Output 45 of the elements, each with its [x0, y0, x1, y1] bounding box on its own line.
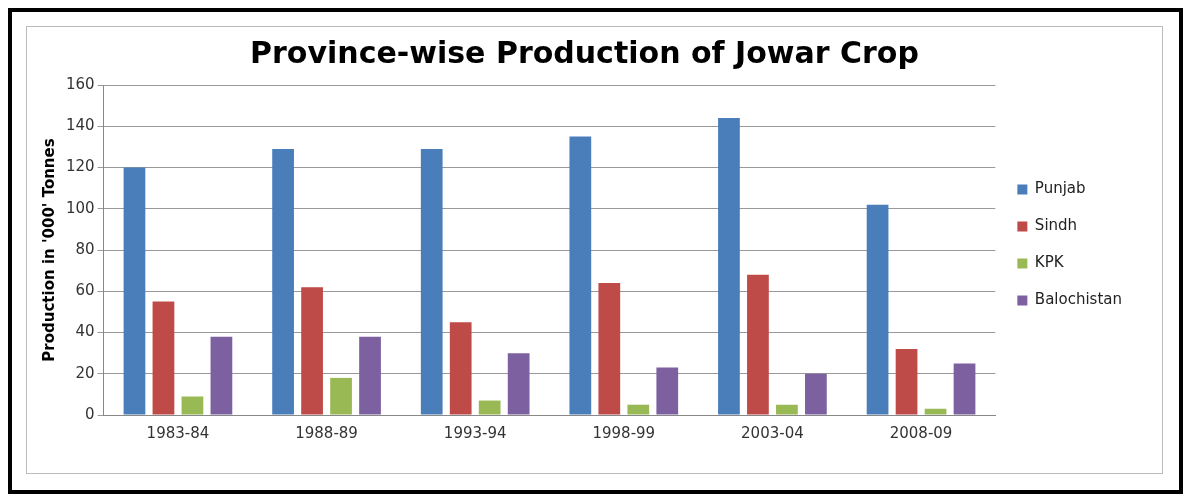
y-tick-label: 140 — [65, 116, 95, 135]
bar — [420, 148, 443, 415]
bar — [895, 349, 918, 415]
bar — [507, 353, 530, 415]
x-tick-label: 2003-04 — [741, 423, 804, 442]
bar — [627, 404, 650, 415]
y-tick-label: 20 — [75, 363, 95, 382]
x-tick-label: 1983-84 — [146, 423, 210, 442]
bar — [478, 400, 501, 415]
bar — [359, 336, 381, 415]
y-tick-label: 120 — [65, 157, 95, 176]
bar — [747, 274, 769, 415]
y-tick-label: 160 — [65, 74, 95, 93]
bar — [330, 377, 352, 415]
y-axis-title: Production in '000' Tonnes — [39, 138, 58, 362]
legend-label: Balochistan — [1034, 290, 1123, 309]
legend-label: Sindh — [1034, 216, 1078, 235]
bar — [181, 396, 204, 415]
bar — [449, 322, 472, 415]
chart-title: Province-wise Production of Jowar Crop — [250, 34, 919, 70]
bar — [805, 373, 827, 415]
x-tick-label: 1998-99 — [592, 423, 656, 442]
bar — [656, 367, 679, 415]
bar — [272, 148, 294, 415]
y-tick-label: 80 — [75, 239, 95, 258]
x-tick-label: 1993-94 — [443, 423, 507, 442]
bar — [953, 363, 976, 415]
bar — [301, 287, 323, 415]
y-tick-label: 60 — [75, 281, 95, 300]
y-tick-label: 0 — [85, 404, 95, 423]
bar — [210, 336, 233, 415]
bar — [152, 301, 175, 415]
y-tick-label: 40 — [75, 322, 95, 341]
bar — [569, 136, 592, 415]
y-tick-label: 100 — [65, 198, 95, 217]
bar — [924, 408, 947, 415]
legend-label: KPK — [1034, 253, 1065, 272]
bar — [718, 118, 740, 415]
x-tick-label: 2008-09 — [889, 423, 953, 442]
bar — [598, 283, 621, 415]
bar — [776, 404, 798, 415]
bar — [123, 167, 146, 415]
legend-label: Punjab — [1034, 179, 1086, 198]
bar — [866, 204, 889, 415]
x-tick-label: 1988-89 — [295, 423, 358, 442]
